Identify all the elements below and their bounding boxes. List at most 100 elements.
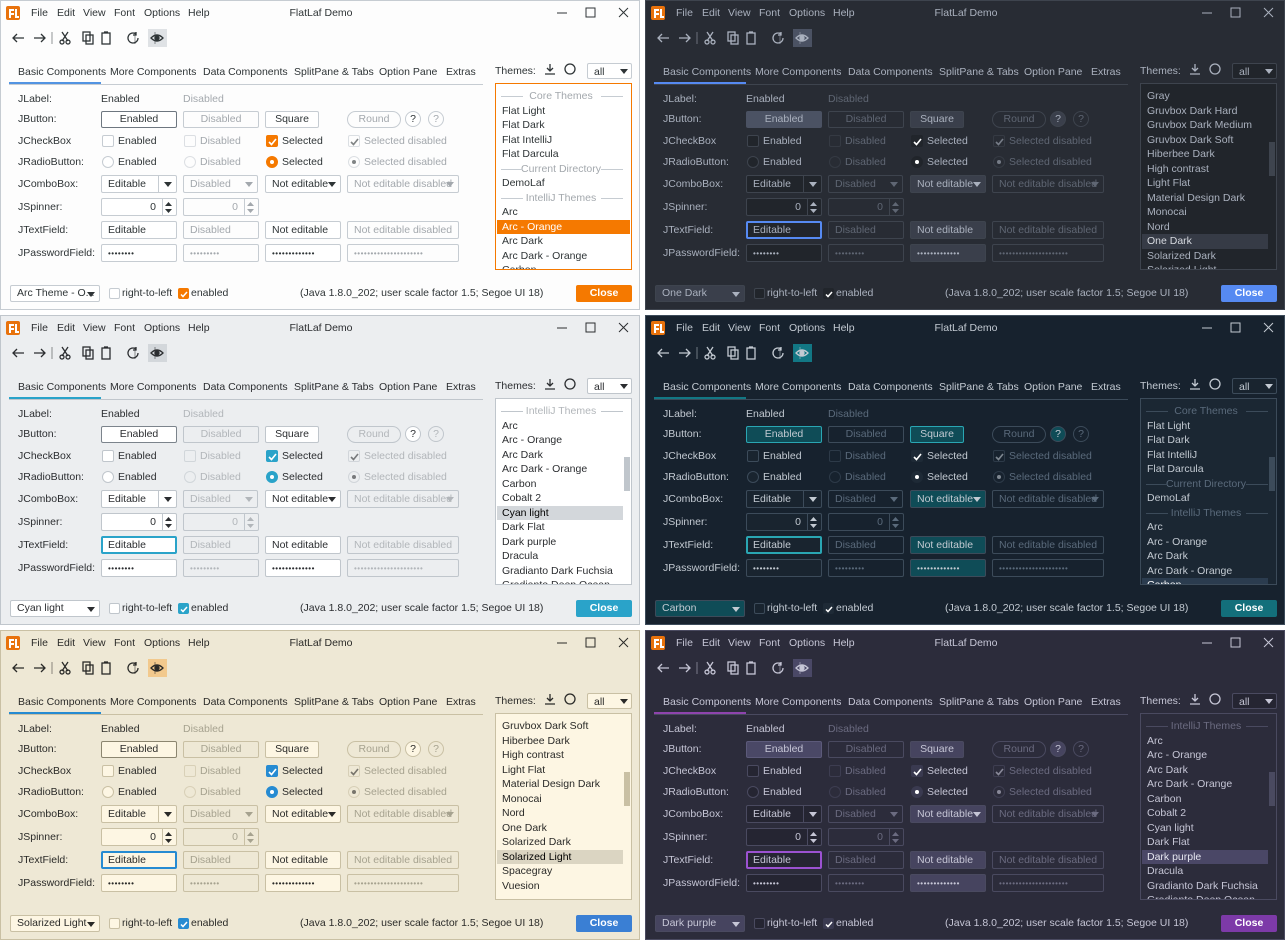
- tab[interactable]: More Components: [755, 66, 842, 78]
- themes-filter[interactable]: all: [587, 693, 632, 709]
- list-item[interactable]: Dark Flat: [1147, 836, 1190, 848]
- tab[interactable]: Option Pane: [1024, 696, 1083, 708]
- button[interactable]: Square: [910, 426, 964, 443]
- list-item[interactable]: Arc Dark: [1147, 763, 1188, 776]
- text-field[interactable]: Editable: [101, 536, 177, 554]
- spinner[interactable]: 0: [746, 828, 822, 846]
- list-item[interactable]: Hiberbee Dark: [502, 734, 570, 747]
- list-item[interactable]: Vuesion: [502, 879, 540, 892]
- checkbox[interactable]: [178, 288, 189, 299]
- checkbox[interactable]: [823, 918, 834, 929]
- list-item[interactable]: Gruvbox Dark Medium: [1147, 119, 1253, 131]
- list-item[interactable]: Material Design Dark: [1147, 191, 1246, 204]
- list-item[interactable]: Flat Darcula: [1147, 463, 1204, 475]
- radio-button[interactable]: [266, 156, 278, 168]
- checkbox-label[interactable]: Selected: [282, 765, 323, 777]
- combo-box[interactable]: Editable: [101, 490, 177, 508]
- rtl-label[interactable]: right-to-left: [767, 602, 818, 614]
- checkbox[interactable]: [266, 450, 278, 462]
- tab[interactable]: More Components: [110, 696, 197, 708]
- button[interactable]: Square: [265, 111, 319, 128]
- menu-item[interactable]: File: [31, 637, 48, 649]
- tab[interactable]: Option Pane: [379, 696, 438, 708]
- tab[interactable]: More Components: [755, 696, 842, 708]
- list-item[interactable]: Monocai: [502, 792, 542, 805]
- combo-box[interactable]: Not editable: [265, 805, 341, 823]
- menu-item[interactable]: Help: [188, 637, 210, 649]
- list-item[interactable]: Arc: [1147, 734, 1163, 747]
- combo-box[interactable]: Editable: [746, 805, 822, 823]
- list-item[interactable]: DemoLaf: [502, 177, 545, 189]
- tab[interactable]: Extras: [446, 381, 476, 393]
- list-item[interactable]: Monocai: [1147, 206, 1187, 218]
- tab[interactable]: Option Pane: [1024, 381, 1083, 393]
- list-item[interactable]: Solarized Dark: [502, 836, 571, 848]
- password-field[interactable]: ••••••••: [746, 559, 822, 577]
- menu-item[interactable]: Help: [188, 7, 210, 19]
- list-item[interactable]: Flat Dark: [502, 119, 545, 131]
- checkbox[interactable]: [102, 765, 114, 777]
- radio-label[interactable]: Enabled: [763, 471, 802, 483]
- tab[interactable]: SplitPane & Tabs: [294, 381, 374, 393]
- menu-item[interactable]: Help: [188, 322, 210, 334]
- text-field[interactable]: Not editable: [910, 221, 986, 239]
- menu-item[interactable]: Font: [759, 637, 781, 649]
- menu-item[interactable]: View: [728, 7, 751, 19]
- list-item[interactable]: Gruvbox Dark Hard: [1147, 104, 1238, 117]
- checkbox-label[interactable]: Enabled: [763, 135, 802, 147]
- rtl-label[interactable]: right-to-left: [122, 287, 173, 299]
- checkbox-label[interactable]: Enabled: [118, 135, 157, 147]
- radio-button[interactable]: [102, 156, 114, 168]
- list-item[interactable]: Flat IntelliJ: [1147, 448, 1198, 461]
- themes-filter[interactable]: all: [1232, 63, 1277, 79]
- combo-box[interactable]: Not editable: [910, 490, 986, 508]
- combo-box[interactable]: Not editable: [265, 490, 341, 508]
- tab[interactable]: Data Components: [203, 381, 288, 393]
- checkbox-label[interactable]: Selected: [282, 135, 323, 147]
- list-item[interactable]: Arc - Orange: [502, 434, 563, 446]
- text-field[interactable]: Not editable: [910, 536, 986, 554]
- list-item[interactable]: Arc: [1147, 521, 1163, 533]
- checkbox-label[interactable]: Enabled: [118, 450, 157, 462]
- checkbox[interactable]: [109, 603, 120, 614]
- list-item[interactable]: Gray: [1147, 90, 1170, 102]
- themes-filter[interactable]: all: [1232, 693, 1277, 709]
- tab[interactable]: Extras: [446, 66, 476, 78]
- menu-item[interactable]: Edit: [57, 637, 76, 649]
- text-field[interactable]: Editable: [101, 851, 177, 869]
- list-item[interactable]: Gruvbox Dark Soft: [502, 720, 589, 732]
- list-item[interactable]: Carbon: [1142, 578, 1268, 584]
- button[interactable]: Square: [265, 426, 319, 443]
- password-field[interactable]: ••••••••: [101, 559, 177, 577]
- list-item[interactable]: Dark purple: [1142, 849, 1268, 864]
- list-item[interactable]: Flat Light: [502, 104, 546, 117]
- menu-item[interactable]: Edit: [702, 322, 721, 334]
- button[interactable]: Enabled: [101, 741, 177, 758]
- list-item[interactable]: Gradianto Deep Ocean: [502, 579, 610, 585]
- list-item[interactable]: Spacegray: [502, 865, 553, 877]
- list-item[interactable]: Arc Dark: [1147, 550, 1188, 562]
- list-item[interactable]: High contrast: [1147, 162, 1209, 175]
- combo-box[interactable]: Not editable: [910, 805, 986, 823]
- list-item[interactable]: Light Flat: [1147, 177, 1191, 189]
- combo-box[interactable]: Editable: [746, 175, 822, 193]
- list-item[interactable]: Solarized Light: [1147, 264, 1217, 270]
- password-field[interactable]: •••••••••••••: [265, 244, 341, 262]
- list-item[interactable]: Flat Dark: [1147, 434, 1190, 446]
- tab[interactable]: SplitPane & Tabs: [939, 381, 1019, 393]
- spinner[interactable]: 0: [101, 198, 177, 216]
- button[interactable]: Enabled: [101, 111, 177, 128]
- list-item[interactable]: Arc: [502, 206, 518, 218]
- tab[interactable]: SplitPane & Tabs: [939, 66, 1019, 78]
- list-item[interactable]: Material Design Dark: [502, 778, 601, 790]
- list-item[interactable]: Carbon: [1147, 792, 1182, 805]
- text-field[interactable]: Editable: [101, 221, 177, 239]
- spinner[interactable]: 0: [101, 828, 177, 846]
- help-button[interactable]: ?: [405, 426, 421, 442]
- tab[interactable]: More Components: [110, 381, 197, 393]
- radio-label[interactable]: Enabled: [763, 786, 802, 798]
- checkbox[interactable]: [102, 135, 114, 147]
- radio-button[interactable]: [747, 471, 759, 483]
- radio-label[interactable]: Selected: [927, 156, 968, 168]
- radio-button[interactable]: [747, 156, 759, 168]
